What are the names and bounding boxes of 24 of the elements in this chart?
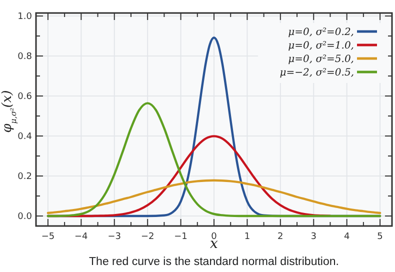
- y-tick-label: 0.2: [18, 172, 32, 182]
- y-tick-label: 0.4: [18, 132, 32, 142]
- y-tick-label: 0.8: [18, 52, 32, 62]
- x-tick-label: −2: [140, 232, 154, 242]
- legend-label: μ=0, σ²=0.2,: [288, 27, 354, 38]
- x-tick-label: 1: [244, 232, 250, 242]
- x-tick-label: 5: [377, 232, 383, 242]
- x-tick-label: 2: [278, 232, 284, 242]
- x-tick-label: −4: [74, 232, 88, 242]
- y-tick-label: 0.6: [18, 92, 32, 102]
- y-tick-label: 1.0: [18, 12, 32, 22]
- legend-label: μ=0, σ²=5.0,: [288, 54, 354, 65]
- legend-label: μ=0, σ²=1.0,: [288, 40, 354, 52]
- x-tick-label: −5: [41, 232, 55, 242]
- legend-label: μ=−2, σ²=0.5,: [280, 68, 354, 78]
- x-tick-label: −3: [108, 232, 122, 242]
- line-series: [46, 179, 382, 214]
- x-tick-label: 0: [211, 232, 218, 242]
- x-tick-label: 4: [344, 232, 350, 242]
- text: The red curve is the standard normal distribution.: [89, 256, 339, 268]
- x-tick-label: 3: [310, 232, 316, 242]
- line-series: [46, 102, 382, 218]
- x-tick-label: −1: [174, 232, 188, 242]
- y-tick-label: 0.0: [18, 212, 32, 222]
